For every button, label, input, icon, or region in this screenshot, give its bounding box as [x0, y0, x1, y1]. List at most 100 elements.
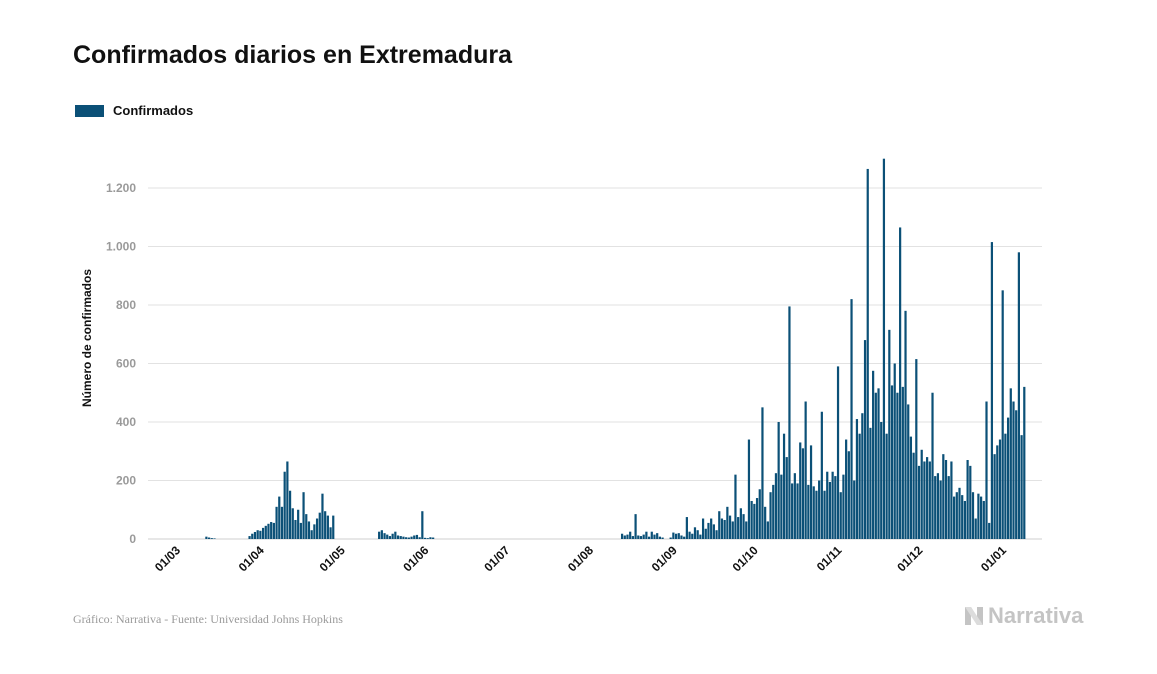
bar — [966, 460, 969, 539]
bar — [758, 489, 761, 539]
bar — [402, 536, 405, 539]
brand-name: Narrativa — [988, 603, 1084, 628]
y-axis: 0 200 400 600 800 1.000 1.200 — [106, 181, 136, 546]
bar — [872, 370, 875, 539]
y-tick-label: 200 — [116, 473, 136, 487]
x-tick-label: 01/07 — [481, 543, 512, 574]
legend-label: Confirmados — [113, 103, 194, 118]
bars — [205, 158, 1026, 539]
bar — [321, 493, 324, 539]
bar — [785, 457, 788, 539]
bar — [982, 500, 985, 539]
bar — [755, 498, 759, 539]
bar — [413, 535, 416, 539]
bar — [305, 514, 308, 539]
bar — [836, 366, 840, 539]
bar — [745, 521, 748, 539]
bar — [631, 536, 634, 539]
bar — [629, 531, 632, 539]
bar — [985, 401, 988, 539]
bar — [845, 439, 848, 539]
bar — [820, 411, 823, 539]
bar — [1001, 290, 1004, 539]
bar — [712, 524, 715, 539]
x-tick-label: 01/08 — [565, 543, 596, 574]
bar — [880, 421, 883, 539]
bar — [807, 484, 810, 539]
bar — [647, 536, 651, 539]
bar — [656, 533, 659, 539]
bar — [861, 413, 864, 539]
bar — [291, 508, 294, 539]
bar — [313, 524, 316, 539]
bar — [423, 537, 427, 539]
bar — [726, 506, 729, 539]
bar — [658, 536, 661, 539]
bar — [944, 460, 948, 539]
bar — [672, 532, 675, 539]
bar — [893, 363, 896, 539]
bar — [620, 533, 624, 539]
bar — [796, 483, 799, 539]
bar — [899, 227, 902, 539]
bar — [1015, 410, 1018, 539]
bar — [863, 340, 867, 539]
x-tick-label: 01/05 — [317, 543, 348, 574]
bar — [777, 421, 780, 539]
bar — [953, 496, 956, 539]
bar — [324, 511, 327, 539]
bar — [764, 506, 767, 539]
bar — [251, 533, 254, 539]
bar — [302, 492, 305, 539]
bar — [691, 533, 694, 539]
bar — [259, 530, 262, 539]
bar — [931, 392, 934, 539]
bar — [270, 522, 273, 539]
x-tick-label: 01/06 — [400, 543, 431, 574]
bar — [261, 527, 265, 539]
bar — [399, 536, 402, 539]
bar — [866, 168, 869, 539]
bar — [774, 473, 778, 539]
y-tick-label: 400 — [116, 415, 136, 429]
bar — [1012, 401, 1015, 539]
bar — [950, 461, 953, 539]
bar — [318, 512, 321, 539]
bar — [823, 490, 826, 539]
bar — [877, 388, 880, 539]
bar — [936, 473, 940, 539]
bar — [326, 515, 329, 539]
bar — [942, 454, 945, 539]
bar — [996, 445, 999, 539]
bar — [971, 492, 975, 539]
bar — [210, 538, 213, 539]
bar — [294, 519, 297, 539]
bar — [426, 538, 429, 539]
bar — [272, 522, 275, 539]
bar — [704, 528, 707, 539]
x-tick-label: 01/11 — [814, 543, 845, 574]
bar — [707, 522, 710, 539]
bar — [418, 537, 421, 539]
bar — [747, 439, 751, 539]
bar — [1017, 252, 1020, 539]
bar — [623, 535, 626, 539]
y-tick-label: 800 — [116, 298, 136, 312]
bar — [683, 536, 686, 539]
bar — [826, 471, 829, 539]
bar — [882, 158, 886, 539]
chart-title: Confirmados diarios en Extremadura — [73, 41, 513, 69]
x-axis: 01/03 01/04 01/05 01/06 01/07 01/08 01/09 01/10… — [152, 543, 1009, 574]
bar — [693, 527, 697, 539]
bar — [639, 536, 643, 539]
bar — [907, 404, 910, 539]
bar — [782, 433, 786, 539]
bar — [396, 535, 400, 539]
bar — [394, 531, 397, 539]
bar — [909, 436, 913, 539]
bar — [761, 407, 764, 539]
bar — [828, 481, 832, 539]
bar — [1006, 417, 1010, 539]
bar — [685, 517, 688, 539]
bar — [728, 515, 732, 539]
